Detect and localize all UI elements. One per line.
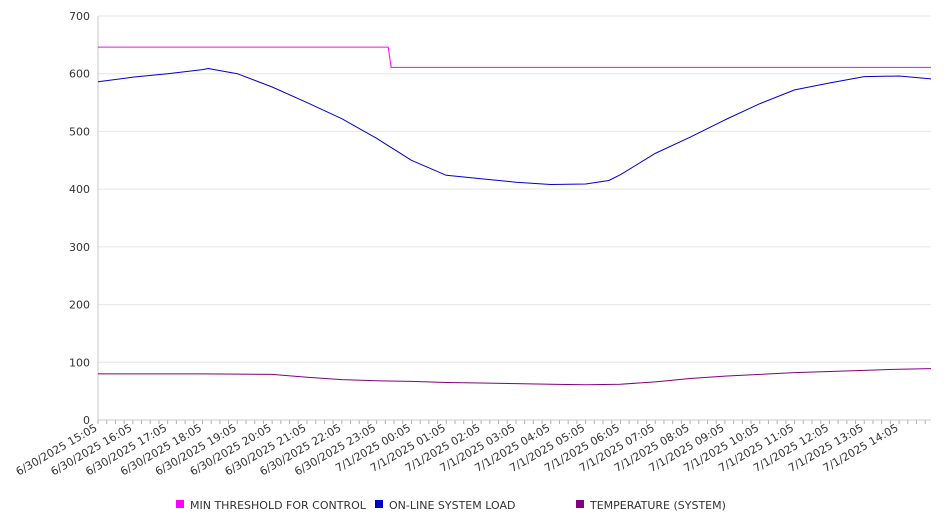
grid-lines <box>98 15 931 421</box>
y-tick-label: 100 <box>69 356 90 369</box>
series-line <box>98 46 931 68</box>
legend-label: MIN THRESHOLD FOR CONTROL <box>190 499 367 512</box>
x-axis-labels: 6/30/2025 15:056/30/2025 16:056/30/2025 … <box>14 421 901 478</box>
y-tick-label: 300 <box>69 241 90 254</box>
y-tick-label: 400 <box>69 183 90 196</box>
legend-swatch <box>576 500 584 508</box>
y-axis-labels: 0 100 200 300 400 500 600 700 <box>69 10 90 427</box>
x-axis-ticks <box>97 420 926 424</box>
legend-swatch <box>176 500 184 508</box>
y-tick-label: 600 <box>69 68 90 81</box>
series-lines <box>97 46 932 386</box>
y-tick-label: 500 <box>69 125 90 138</box>
series-line <box>98 368 932 386</box>
y-tick-label: 0 <box>83 414 90 427</box>
y-tick-label: 200 <box>69 299 90 312</box>
y-tick-label: 700 <box>69 10 90 23</box>
legend-label: TEMPERATURE (SYSTEM) <box>589 499 726 512</box>
legend-label: ON-LINE SYSTEM LOAD <box>389 499 515 512</box>
legend: MIN THRESHOLD FOR CONTROL ON-LINE SYSTEM … <box>176 499 726 512</box>
series-line <box>97 68 932 186</box>
legend-swatch <box>375 500 383 508</box>
